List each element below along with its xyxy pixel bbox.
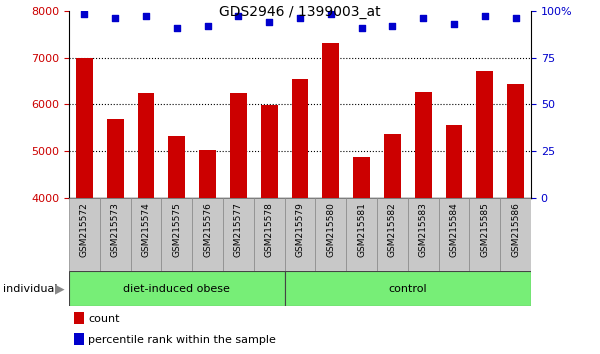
Text: count: count	[88, 314, 120, 324]
Bar	[322, 43, 339, 198]
Bar	[230, 93, 247, 198]
Bar	[76, 58, 93, 198]
Text: GSM215579: GSM215579	[296, 202, 305, 257]
Bar	[69, 271, 284, 306]
Bar	[408, 198, 439, 271]
Point	[357, 25, 367, 30]
Point	[326, 12, 335, 17]
Point	[418, 15, 428, 21]
Bar	[69, 198, 100, 271]
Point	[295, 15, 305, 21]
Point	[141, 13, 151, 19]
Text: individual: individual	[3, 284, 58, 293]
Point	[480, 13, 490, 19]
Text: GSM215581: GSM215581	[357, 202, 366, 257]
Bar	[100, 198, 131, 271]
Bar	[131, 198, 161, 271]
Text: GSM215576: GSM215576	[203, 202, 212, 257]
Text: GSM215582: GSM215582	[388, 202, 397, 257]
Text: ▶: ▶	[55, 282, 65, 295]
Text: GSM215585: GSM215585	[481, 202, 490, 257]
Point	[110, 15, 120, 21]
Bar	[284, 198, 316, 271]
Text: GSM215574: GSM215574	[142, 202, 151, 257]
Bar	[384, 135, 401, 198]
Text: GSM215583: GSM215583	[419, 202, 428, 257]
Bar	[353, 157, 370, 198]
Bar	[261, 105, 278, 198]
Bar	[74, 333, 84, 346]
Text: control: control	[388, 284, 427, 293]
Point	[511, 15, 520, 21]
Bar	[161, 198, 192, 271]
Point	[265, 19, 274, 25]
Text: GSM215578: GSM215578	[265, 202, 274, 257]
Bar	[469, 198, 500, 271]
Point	[203, 23, 212, 28]
Bar	[223, 198, 254, 271]
Bar	[439, 198, 469, 271]
Bar	[192, 198, 223, 271]
Bar	[254, 198, 284, 271]
Bar	[284, 271, 531, 306]
Bar	[500, 198, 531, 271]
Text: GSM215572: GSM215572	[80, 202, 89, 257]
Bar	[415, 92, 431, 198]
Bar	[169, 136, 185, 198]
Point	[449, 21, 459, 27]
Point	[233, 13, 243, 19]
Text: GSM215584: GSM215584	[449, 202, 458, 257]
Bar	[476, 71, 493, 198]
Text: percentile rank within the sample: percentile rank within the sample	[88, 335, 276, 345]
Bar	[316, 198, 346, 271]
Bar	[137, 93, 154, 198]
Bar	[377, 198, 408, 271]
Bar	[346, 198, 377, 271]
Bar	[446, 125, 463, 198]
Point	[80, 12, 89, 17]
Bar	[107, 119, 124, 198]
Bar	[292, 79, 308, 198]
Text: GSM215573: GSM215573	[111, 202, 120, 257]
Text: GSM215586: GSM215586	[511, 202, 520, 257]
Text: diet-induced obese: diet-induced obese	[124, 284, 230, 293]
Text: GSM215575: GSM215575	[172, 202, 181, 257]
Bar	[199, 150, 216, 198]
Text: GSM215577: GSM215577	[234, 202, 243, 257]
Point	[172, 25, 182, 30]
Text: GSM215580: GSM215580	[326, 202, 335, 257]
Bar	[507, 84, 524, 198]
Bar	[74, 313, 84, 324]
Point	[388, 23, 397, 28]
Text: GDS2946 / 1399003_at: GDS2946 / 1399003_at	[219, 5, 381, 19]
